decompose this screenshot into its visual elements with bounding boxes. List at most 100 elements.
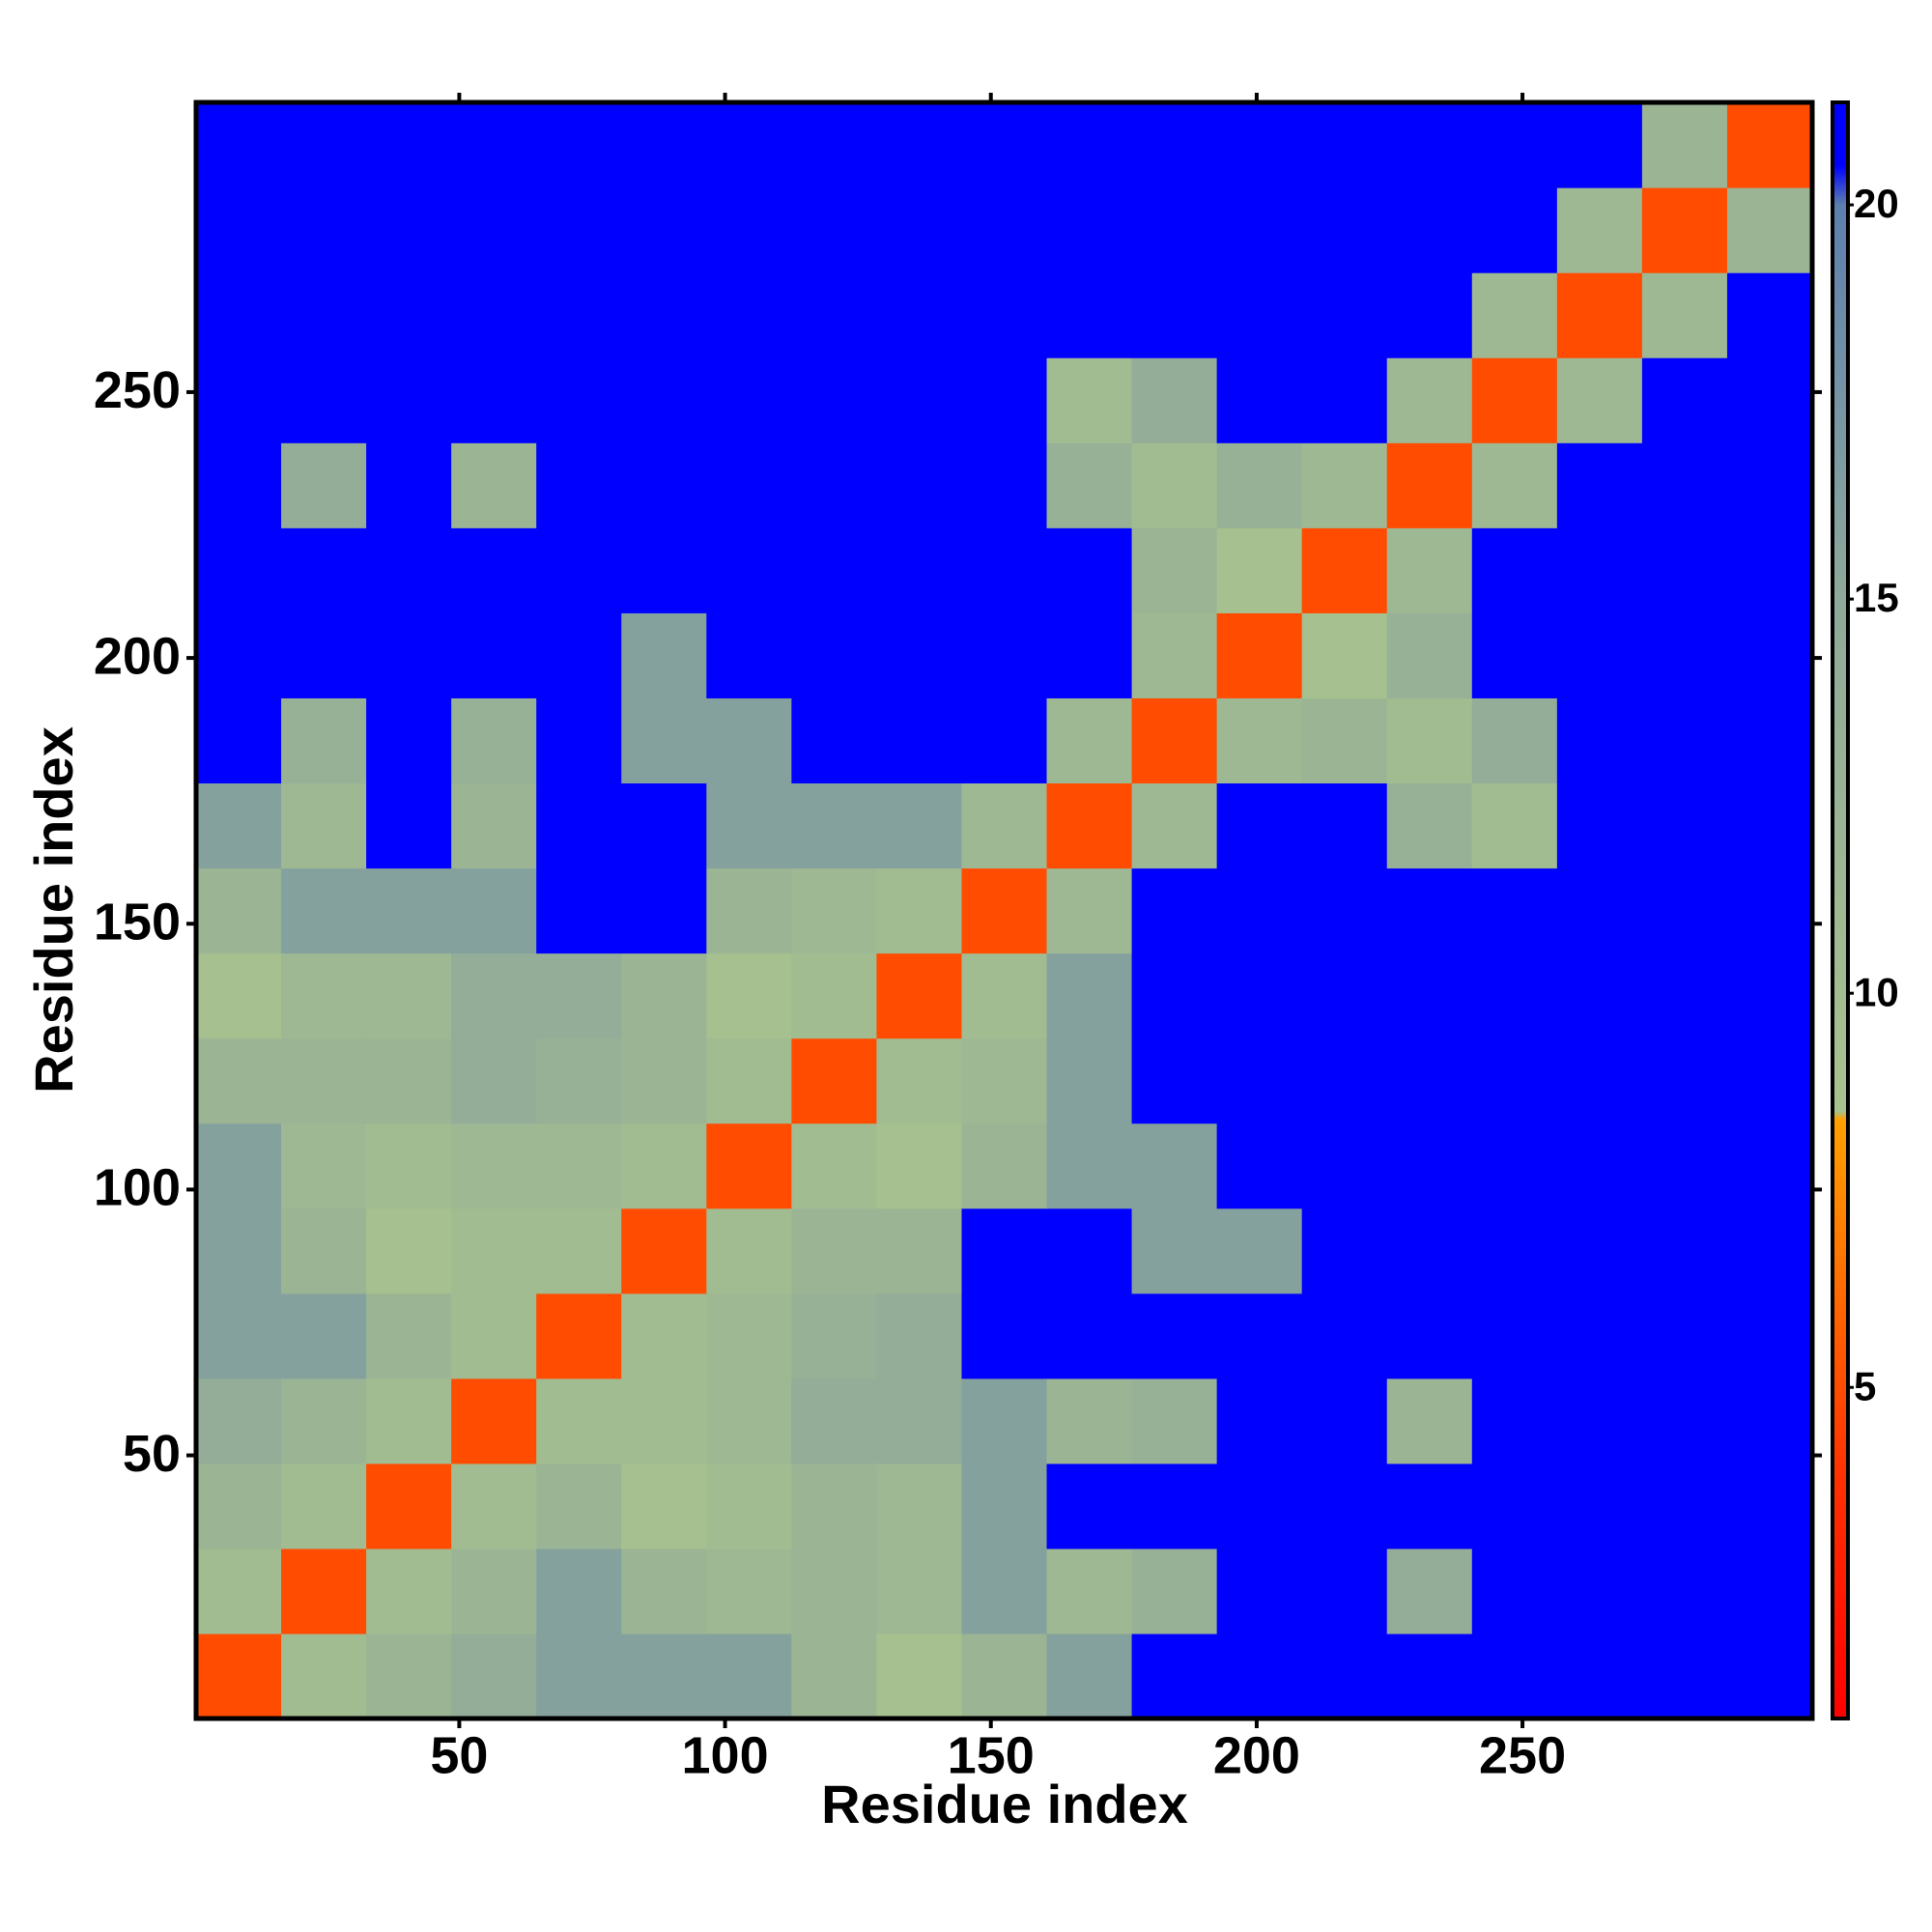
heat-cell (1301, 187, 1388, 273)
heat-cell (281, 612, 367, 698)
heat-cell (1726, 187, 1813, 273)
heat-cell (706, 1378, 792, 1464)
heat-cell (621, 612, 707, 698)
heat-cell (1471, 612, 1558, 698)
heat-cell (1471, 527, 1558, 613)
heat-cell (1641, 867, 1728, 954)
heat-cell (1726, 102, 1813, 188)
heat-cell (961, 1633, 1048, 1719)
heat-cell (366, 1463, 452, 1549)
heat-cell (451, 1208, 537, 1294)
heat-cell (196, 102, 282, 188)
y-tick-label: 200 (94, 627, 181, 685)
heat-cell (961, 527, 1048, 613)
heat-cell (1131, 1548, 1218, 1634)
heat-cell (706, 1633, 792, 1719)
heat-cell (1386, 272, 1473, 358)
heat-cell (1641, 187, 1728, 273)
heat-cell (1216, 187, 1303, 273)
heat-cell (281, 697, 367, 784)
heat-cell (1726, 1293, 1813, 1379)
heat-cell (621, 357, 707, 443)
heat-cell (1301, 442, 1388, 528)
heat-cell (1641, 1633, 1728, 1719)
heat-cell (451, 1122, 537, 1209)
heat-cell (791, 1548, 878, 1634)
heat-cell (621, 1122, 707, 1209)
heat-cell (1301, 1633, 1388, 1719)
heat-cell (1046, 442, 1133, 528)
heat-cell (1471, 1378, 1558, 1464)
heat-cell (451, 612, 537, 698)
heat-cell (281, 1633, 367, 1719)
heat-cell (1471, 102, 1558, 188)
heat-cell (1216, 867, 1303, 954)
heat-cell (791, 782, 878, 869)
heat-cell (876, 527, 963, 613)
heat-cell (706, 527, 792, 613)
heat-cell (1641, 102, 1728, 188)
heat-cell (1471, 1463, 1558, 1549)
heat-cell (1386, 527, 1473, 613)
heat-cell (366, 357, 452, 443)
x-tick-label: 200 (1213, 1726, 1300, 1784)
heat-cell (876, 357, 963, 443)
heat-cell (1216, 1548, 1303, 1634)
heat-cell (791, 612, 878, 698)
heat-cell (1556, 1378, 1643, 1464)
heat-cell (1726, 952, 1813, 1039)
heat-cell (876, 952, 963, 1039)
heat-cell (1471, 442, 1558, 528)
heat-cell (1046, 612, 1133, 698)
heat-cell (961, 1378, 1048, 1464)
heat-cell (281, 1293, 367, 1379)
heat-cell (961, 952, 1048, 1039)
heat-cell (196, 782, 282, 869)
heat-cell (791, 952, 878, 1039)
heat-cell (1641, 527, 1728, 613)
heat-cell (1386, 697, 1473, 784)
heat-cell (366, 1378, 452, 1464)
heat-cell (196, 442, 282, 528)
heat-cell (1556, 1122, 1643, 1209)
colorbar (1831, 100, 1850, 1720)
heat-cell (791, 697, 878, 784)
heat-cell (1046, 782, 1133, 869)
heat-cell (1131, 187, 1218, 273)
heat-cell (451, 1293, 537, 1379)
heat-cell (281, 1122, 367, 1209)
heat-cell (196, 867, 282, 954)
heat-cell (1131, 1633, 1218, 1719)
heat-cell (961, 1208, 1048, 1294)
heat-cell (1131, 697, 1218, 784)
x-tick-label: 250 (1479, 1726, 1566, 1784)
heat-cell (1726, 867, 1813, 954)
heat-cell (1131, 952, 1218, 1039)
heat-cell (196, 1633, 282, 1719)
heat-cell (1216, 1122, 1303, 1209)
heat-cell (536, 442, 622, 528)
heat-cell (621, 1633, 707, 1719)
x-axis-title: Residue index (821, 1774, 1188, 1834)
heat-cell (1131, 1293, 1218, 1379)
heat-cell (961, 357, 1048, 443)
heat-cell (961, 442, 1048, 528)
heat-cell (1556, 1548, 1643, 1634)
heat-cell (876, 1037, 963, 1124)
heat-cell (791, 1293, 878, 1379)
heat-cell (791, 1378, 878, 1464)
heat-cell (196, 612, 282, 698)
heat-cell (1386, 1548, 1473, 1634)
heat-cell (1386, 187, 1473, 273)
heat-cell (1216, 612, 1303, 698)
heat-cell (366, 782, 452, 869)
heat-cell (1301, 867, 1388, 954)
heat-cell (1046, 1463, 1133, 1549)
heat-cell (791, 442, 878, 528)
heat-cell (1641, 1122, 1728, 1209)
heat-cell (536, 1463, 622, 1549)
heat-cell (1641, 952, 1728, 1039)
heat-cell (961, 1463, 1048, 1549)
heat-cell (1131, 782, 1218, 869)
heat-cell (876, 1378, 963, 1464)
